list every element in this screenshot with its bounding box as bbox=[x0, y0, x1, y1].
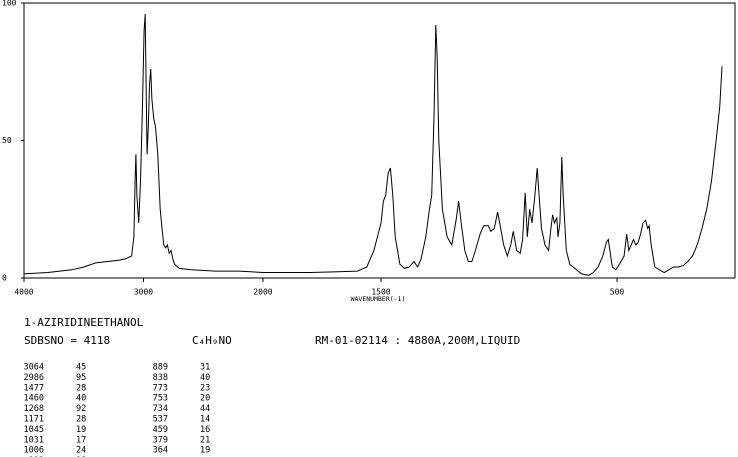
peak-wavenumber: 1171 bbox=[24, 415, 44, 425]
peak-wavenumber: 1268 bbox=[24, 404, 44, 414]
peak-intensity: 31 bbox=[200, 363, 210, 373]
y-tick-label: 100 bbox=[2, 0, 17, 8]
peak-wavenumber: 1045 bbox=[24, 425, 44, 435]
peak-intensity: 92 bbox=[76, 404, 86, 414]
x-axis-label: WAVENUMBER(-1) bbox=[351, 295, 406, 303]
peak-intensity: 23 bbox=[200, 383, 210, 393]
peak-wavenumber: 379 bbox=[153, 435, 168, 445]
peak-wavenumber: 1477 bbox=[24, 383, 44, 393]
peak-wavenumber: 1031 bbox=[24, 435, 44, 445]
peak-intensity: 17 bbox=[76, 435, 86, 445]
plot-frame bbox=[23, 2, 736, 279]
peak-wavenumber: 364 bbox=[153, 446, 168, 456]
peak-intensity: 40 bbox=[76, 394, 86, 404]
peak-wavenumber: 459 bbox=[153, 425, 168, 435]
peak-intensity: 24 bbox=[76, 446, 86, 456]
peak-intensity: 44 bbox=[200, 404, 210, 414]
peak-wavenumber: 1460 bbox=[24, 394, 44, 404]
y-tick-label: 0 bbox=[2, 274, 7, 283]
peak-wavenumber: 889 bbox=[153, 363, 168, 373]
peak-wavenumber: 753 bbox=[153, 394, 168, 404]
peak-wavenumber: 734 bbox=[153, 404, 168, 414]
x-tick-label: 2000 bbox=[253, 288, 272, 297]
measurement: RM-01-02114 : 4880A,200M,LIQUID bbox=[315, 334, 520, 347]
sdbs-number: SDBSNO = 4118 bbox=[24, 334, 110, 347]
compound-name: 1-AZIRIDINEETHANOL bbox=[24, 316, 144, 329]
spectrum-line bbox=[23, 13, 723, 276]
peak-wavenumber: 838 bbox=[153, 373, 168, 383]
peak-wavenumber: 2986 bbox=[24, 373, 44, 383]
x-tick-label: 4000 bbox=[14, 288, 33, 297]
peak-intensity: 20 bbox=[200, 394, 210, 404]
x-tick-label: 500 bbox=[610, 288, 625, 297]
peak-intensity: 14 bbox=[200, 415, 210, 425]
peak-wavenumber: 537 bbox=[153, 415, 168, 425]
y-tick-label: 50 bbox=[2, 136, 12, 145]
peak-intensity: 95 bbox=[76, 373, 86, 383]
peak-intensity: 19 bbox=[76, 425, 86, 435]
peak-intensity: 16 bbox=[200, 425, 210, 435]
x-tick-label: 3000 bbox=[134, 288, 153, 297]
peak-intensity: 28 bbox=[76, 415, 86, 425]
x-tick-label: 1500 bbox=[371, 288, 390, 297]
peak-wavenumber: 1006 bbox=[24, 446, 44, 456]
peak-intensity: 40 bbox=[200, 373, 210, 383]
peak-wavenumber: 3064 bbox=[24, 363, 44, 373]
peak-intensity: 45 bbox=[76, 363, 86, 373]
peak-intensity: 28 bbox=[76, 383, 86, 393]
peak-intensity: 21 bbox=[200, 435, 210, 445]
formula: C₄H₉NO bbox=[192, 334, 232, 347]
peak-wavenumber: 773 bbox=[153, 383, 168, 393]
peak-intensity: 19 bbox=[200, 446, 210, 456]
